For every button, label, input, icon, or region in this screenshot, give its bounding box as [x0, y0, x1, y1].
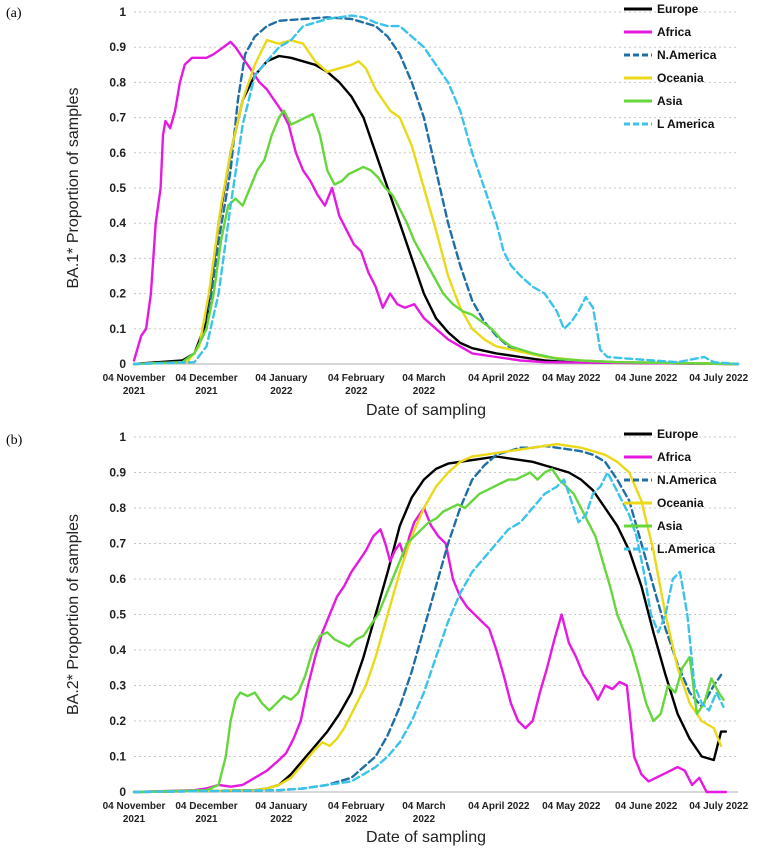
- y-tick-label-1: 1: [119, 430, 126, 444]
- x-tick-label-04-april-2022: 04 April 2022: [468, 373, 530, 384]
- y-axis-title: BA.1* Proportion of samples: [65, 88, 82, 289]
- series-line-l-america: [132, 14, 740, 366]
- y-tick-label-0-4: 0.4: [109, 643, 126, 657]
- y-tick-label-0-7: 0.7: [109, 537, 126, 551]
- y-tick-label-0: 0: [119, 785, 126, 799]
- y-tick-label-0-1: 0.1: [109, 322, 126, 336]
- y-tick-label-0-3: 0.3: [109, 251, 126, 265]
- x-axis-title: Date of sampling: [366, 402, 486, 419]
- chart-ba1: 0 0.1 0.2 0.3 0.4 0.5 0.6 0.7 0.8 0.9 1 04 November…: [65, 2, 749, 419]
- x-tick-label-04-november-2021: 04 November 2021: [103, 373, 166, 397]
- x-tick-label-04-may-2022: 04 May 2022: [542, 373, 601, 384]
- legend-label-africa: Africa: [657, 450, 691, 464]
- legend-label-n-america: N.America: [657, 473, 717, 487]
- legend-label-l-america: L.America: [657, 542, 715, 556]
- legend-label-europe: Europe: [657, 2, 699, 16]
- y-tick-label-0-3: 0.3: [109, 679, 126, 693]
- x-tick-label-04-march-2022: 04 March 2022: [402, 373, 445, 397]
- chart-ba2: 0 0.1 0.2 0.3 0.4 0.5 0.6 0.7 0.8 0.9 1 04 November…: [65, 427, 749, 846]
- x-tick-label-04-november-2021: 04 November 2021: [103, 801, 166, 825]
- legend-label-n-america: N.America: [657, 48, 717, 62]
- x-tick-label-04-december-2021: 04 December 2021: [175, 801, 237, 825]
- y-tick-label-1: 1: [119, 5, 126, 19]
- x-tick-label-04-march-2022: 04 March 2022: [402, 801, 445, 825]
- y-tick-label-0-8: 0.8: [109, 75, 126, 89]
- y-tick-label-0-2: 0.2: [109, 287, 126, 301]
- y-tick-label-0-7: 0.7: [109, 111, 126, 125]
- x-tick-label-04-december-2021: 04 December 2021: [175, 373, 237, 397]
- x-tick-label-04-february-2022: 04 February 2022: [328, 801, 385, 825]
- x-tick-label-04-january-2022: 04 January 2022: [255, 801, 308, 825]
- series-line-oceania: [132, 39, 740, 366]
- x-axis-title: Date of sampling: [366, 829, 486, 846]
- y-tick-label-0-5: 0.5: [109, 608, 126, 622]
- y-tick-label-0-8: 0.8: [109, 501, 126, 515]
- series-line-l-america: [132, 471, 725, 794]
- legend-label-europe: Europe: [657, 427, 699, 441]
- x-tick-label-04-april-2022: 04 April 2022: [468, 801, 530, 812]
- y-tick-label-0-6: 0.6: [109, 572, 126, 586]
- x-tick-label-04-january-2022: 04 January 2022: [255, 373, 308, 397]
- series-line-asia: [132, 467, 725, 794]
- y-tick-label-0-2: 0.2: [109, 714, 126, 728]
- legend-label-africa: Africa: [657, 25, 691, 39]
- x-tick-label-04-july-2022: 04 July 2022: [689, 373, 748, 384]
- x-tick-label-04-june-2022: 04 June 2022: [615, 801, 678, 812]
- series-line-n-america: [132, 16, 740, 366]
- legend-label-l-america: L America: [657, 117, 715, 131]
- legend-label-oceania: Oceania: [657, 71, 704, 85]
- legend-label-oceania: Oceania: [657, 496, 704, 510]
- y-tick-label-0-4: 0.4: [109, 216, 126, 230]
- y-tick-label-0-9: 0.9: [109, 466, 126, 480]
- series-line-asia: [132, 109, 740, 366]
- y-axis-title: BA.2* Proportion of samples: [65, 514, 82, 715]
- series-line-europe: [132, 455, 728, 794]
- legend-label-asia: Asia: [657, 94, 683, 108]
- y-tick-label-0: 0: [119, 357, 126, 371]
- series-line-oceania: [132, 442, 723, 794]
- x-tick-label-04-may-2022: 04 May 2022: [542, 801, 601, 812]
- series-line-africa: [132, 40, 740, 366]
- x-tick-label-04-july-2022: 04 July 2022: [689, 801, 748, 812]
- y-tick-label-0-1: 0.1: [109, 750, 126, 764]
- x-tick-label-04-february-2022: 04 February 2022: [328, 373, 385, 397]
- x-tick-label-04-june-2022: 04 June 2022: [615, 373, 678, 384]
- legend-label-asia: Asia: [657, 519, 683, 533]
- series-line-africa: [132, 506, 728, 794]
- y-tick-label-0-6: 0.6: [109, 146, 126, 160]
- panel-label-b: (b): [6, 433, 23, 448]
- y-tick-label-0-5: 0.5: [109, 181, 126, 195]
- panel-label-a: (a): [6, 6, 22, 21]
- y-tick-label-0-9: 0.9: [109, 40, 126, 54]
